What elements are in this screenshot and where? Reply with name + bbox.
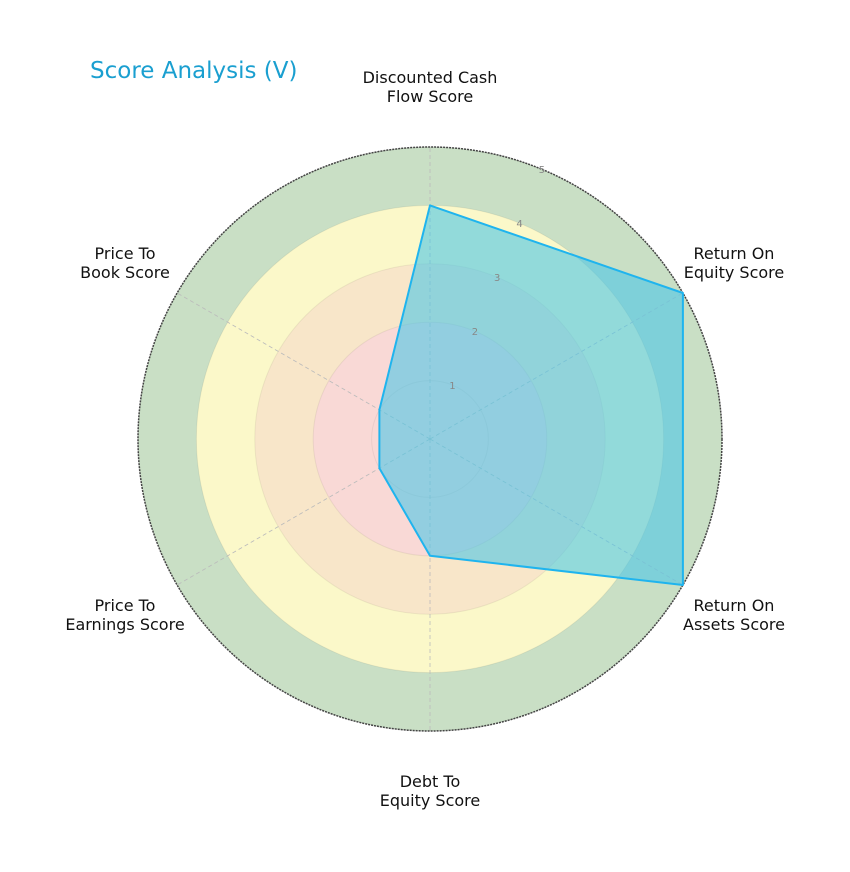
tick-1: 1	[449, 381, 455, 392]
tick-3: 3	[494, 273, 500, 284]
radial-ticks: 1 2 3 4 5	[449, 165, 545, 392]
axis-label-de: Debt To Equity Score	[379, 772, 481, 810]
axis-label-pb: Price To Book Score	[80, 244, 170, 282]
data-polygon	[378, 204, 684, 586]
chart-title: Score Analysis (V)	[90, 58, 298, 84]
tick-4: 4	[516, 219, 522, 230]
tick-5: 5	[539, 165, 545, 176]
axis-label-roa: Return On Assets Score	[683, 596, 785, 634]
axis-label-roe: Return On Equity Score	[683, 244, 785, 282]
axis-label-pe: Price To Earnings Score	[65, 596, 185, 634]
axis-label-dcf: Discounted Cash Flow Score	[362, 68, 498, 106]
tick-2: 2	[472, 327, 478, 338]
